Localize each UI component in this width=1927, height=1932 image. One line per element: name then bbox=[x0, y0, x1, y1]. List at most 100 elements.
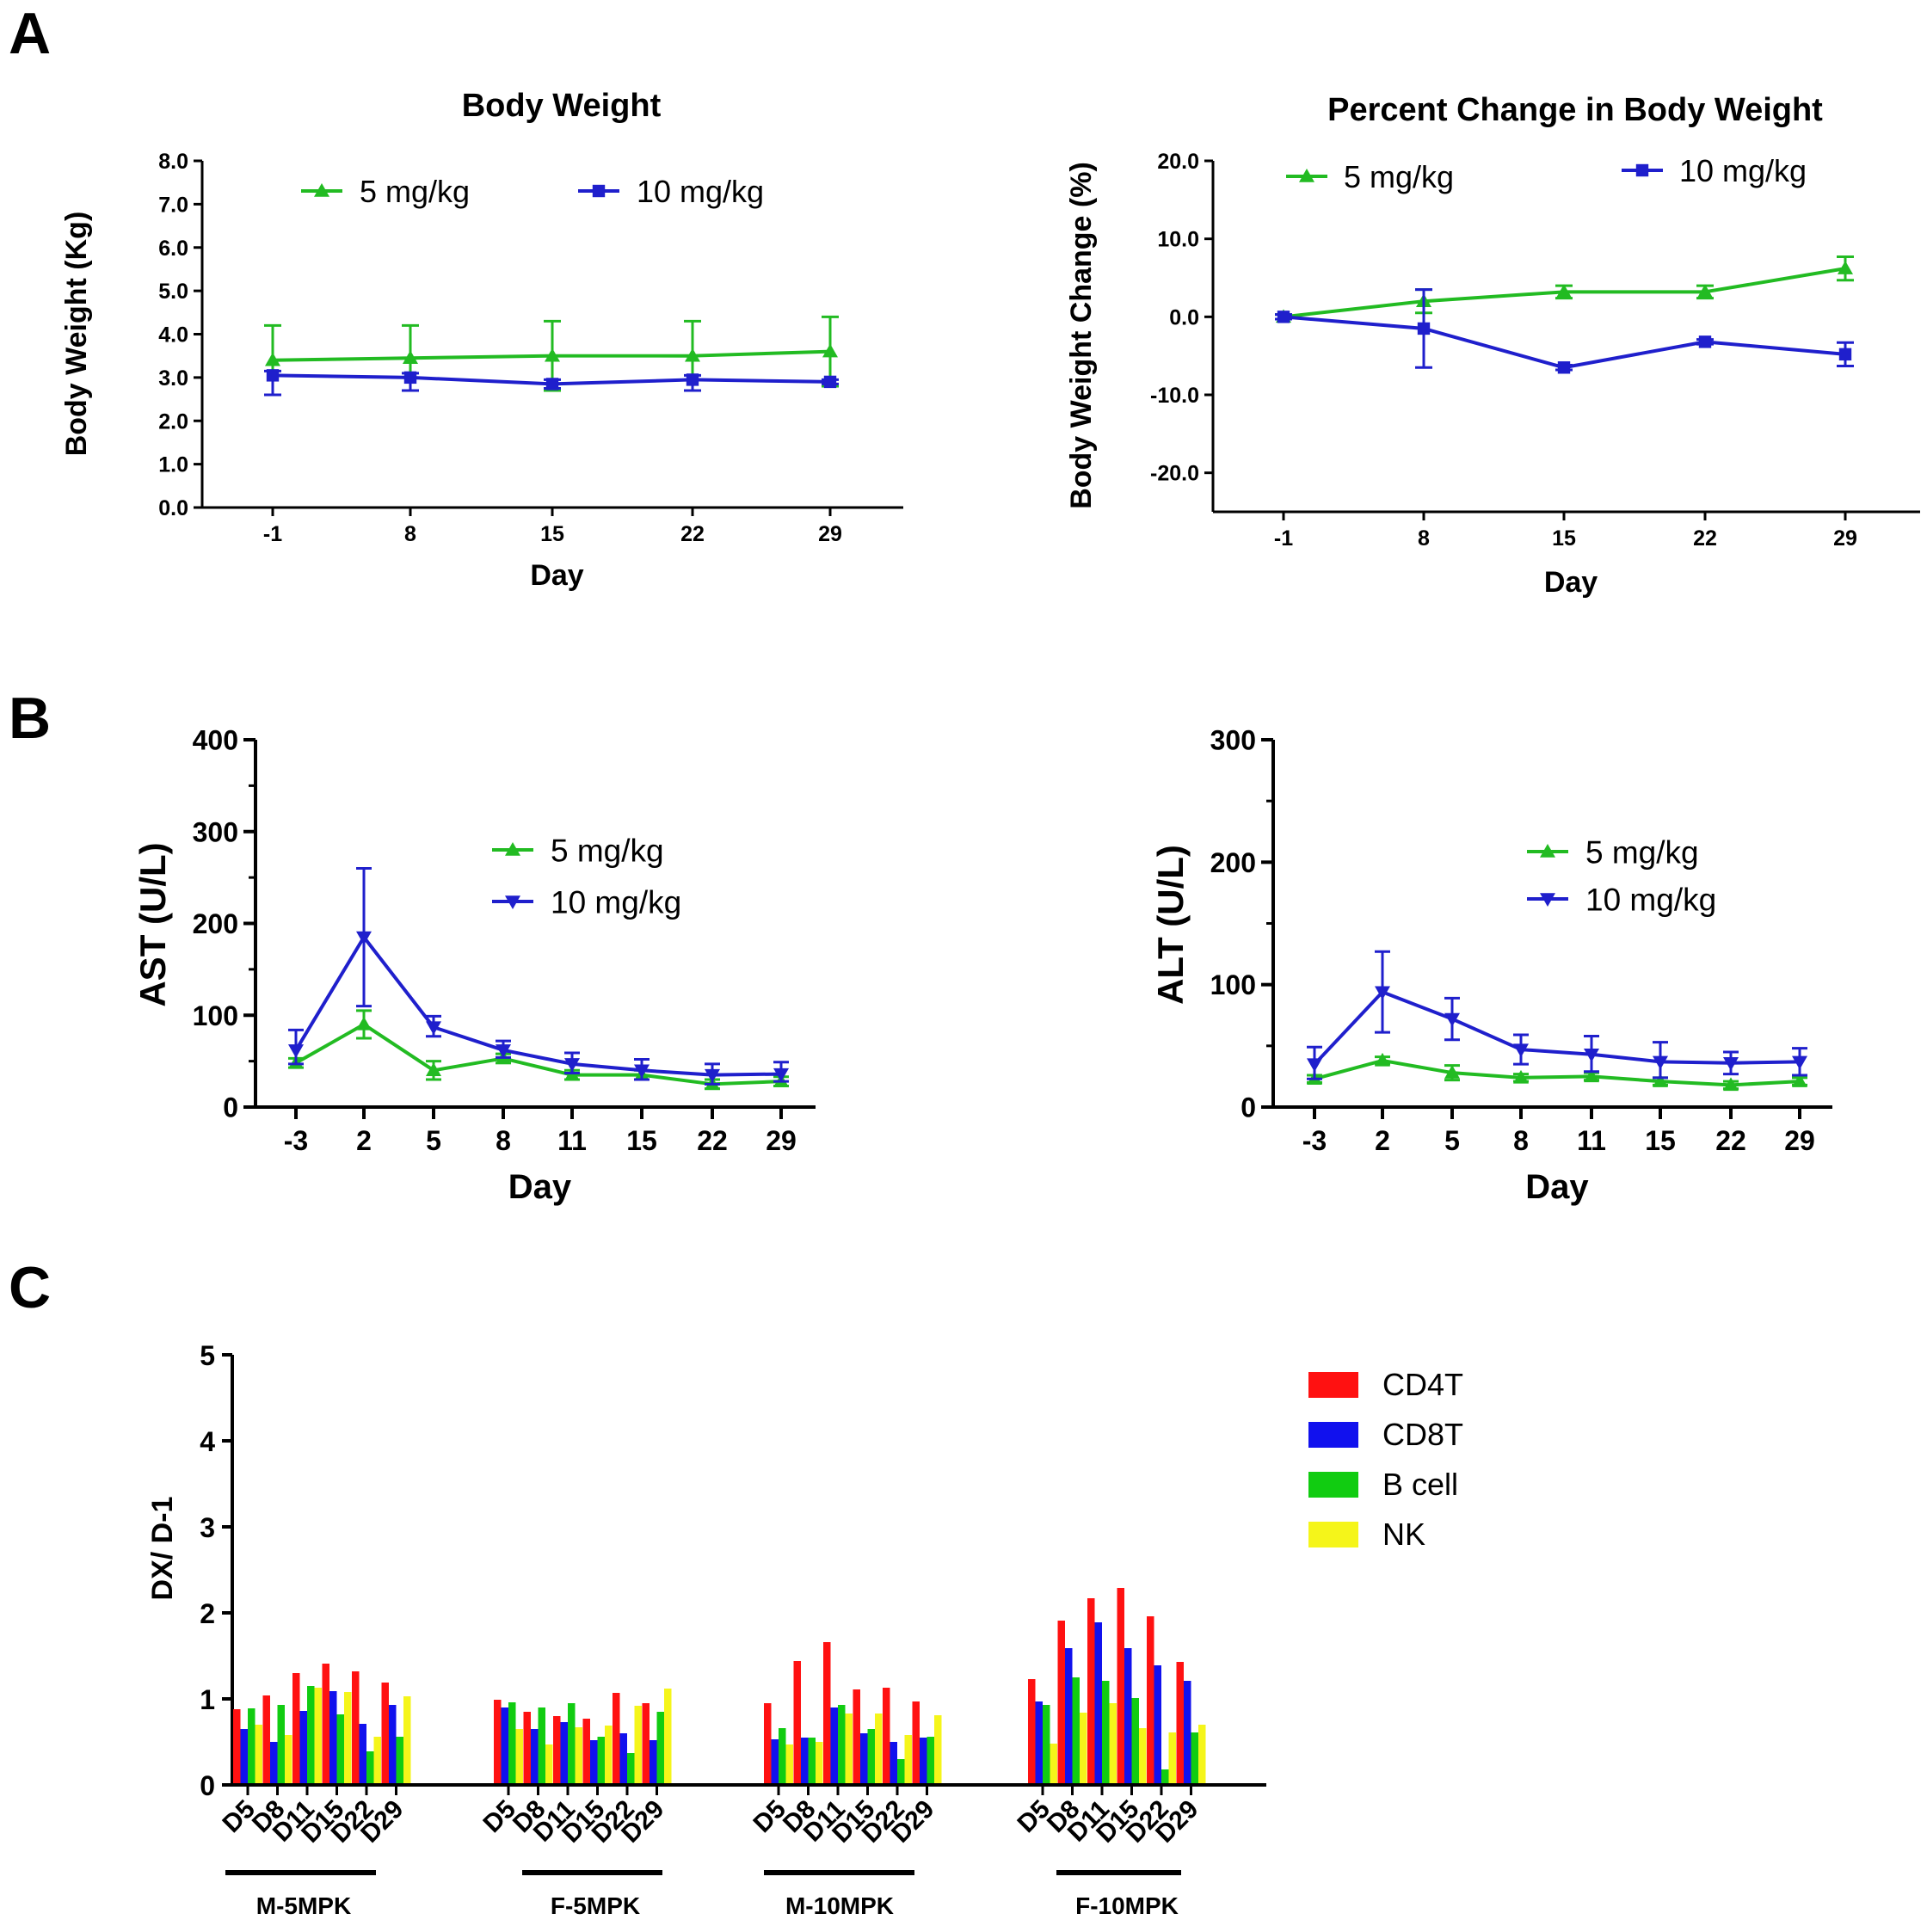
data-point bbox=[1444, 1065, 1460, 1079]
legend-marker bbox=[592, 184, 606, 198]
y-tick-label: -20.0 bbox=[1150, 462, 1199, 486]
bar-nk bbox=[545, 1744, 553, 1785]
bar-b-cell bbox=[927, 1737, 934, 1785]
series-line-5-mg-kg bbox=[1314, 1058, 1801, 1087]
data-point bbox=[356, 1016, 372, 1031]
bar-nk bbox=[344, 1692, 352, 1785]
data-point bbox=[1697, 284, 1713, 298]
legend-label: CD8T bbox=[1382, 1417, 1463, 1452]
data-point bbox=[265, 352, 280, 366]
legend-marker bbox=[1540, 893, 1555, 907]
bar-cd8t bbox=[890, 1742, 897, 1785]
legend-swatch bbox=[1308, 1472, 1358, 1498]
data-point bbox=[1444, 1012, 1460, 1027]
data-point bbox=[1838, 348, 1852, 361]
data-point bbox=[686, 373, 699, 386]
y-tick-label: 2 bbox=[200, 1598, 215, 1629]
y-tick-label: 3 bbox=[200, 1512, 215, 1543]
y-tick-label: 7.0 bbox=[158, 193, 188, 217]
x-tick-label: 8 bbox=[1513, 1125, 1529, 1156]
bar-cd4t bbox=[793, 1661, 801, 1785]
y-tick-label: 0 bbox=[223, 1092, 238, 1123]
bar-cd8t bbox=[830, 1707, 838, 1785]
bar-nk bbox=[1050, 1744, 1057, 1785]
legend-marker bbox=[505, 842, 520, 856]
legend-marker bbox=[505, 895, 520, 909]
bar-cd4t bbox=[262, 1695, 270, 1785]
y-tick-label: 300 bbox=[193, 816, 238, 847]
bar-b-cell bbox=[1161, 1769, 1169, 1785]
y-tick-label: 20.0 bbox=[1157, 150, 1199, 174]
bar-cd4t bbox=[1087, 1598, 1095, 1785]
y-tick-label: 2.0 bbox=[158, 409, 188, 434]
data-point bbox=[1556, 284, 1572, 298]
x-tick-label: -3 bbox=[1302, 1125, 1327, 1156]
data-point bbox=[1723, 1057, 1739, 1071]
y-tick-label: 6.0 bbox=[158, 237, 188, 261]
data-point bbox=[1584, 1049, 1599, 1062]
legend-swatch bbox=[1308, 1522, 1358, 1547]
legend-swatch bbox=[1308, 1422, 1358, 1448]
bar-cd4t bbox=[322, 1664, 329, 1785]
bar-cd4t bbox=[292, 1673, 300, 1785]
x-tick-label: -3 bbox=[284, 1125, 308, 1156]
panel-label-b: B bbox=[9, 686, 51, 751]
x-tick-label: 15 bbox=[1552, 526, 1576, 551]
legend-marker bbox=[1299, 169, 1314, 182]
x-axis-label: Day bbox=[508, 1168, 572, 1206]
legend-label: 5 mg/kg bbox=[551, 833, 664, 868]
bar-b-cell bbox=[508, 1702, 516, 1785]
x-tick-label: 8 bbox=[404, 522, 416, 546]
bar-cd8t bbox=[1035, 1701, 1043, 1785]
y-axis-label: DX/ D-1 bbox=[146, 1497, 179, 1601]
group-label: M-5MPK bbox=[256, 1892, 351, 1919]
data-point bbox=[1375, 986, 1390, 1000]
legend-label: 10 mg/kg bbox=[551, 884, 681, 920]
data-point bbox=[1792, 1074, 1807, 1087]
legend-label: 5 mg/kg bbox=[1344, 159, 1454, 194]
panel-label-c: C bbox=[9, 1255, 51, 1320]
bar-cd8t bbox=[619, 1733, 627, 1785]
y-tick-label: 5 bbox=[200, 1340, 215, 1371]
bar-cd4t bbox=[883, 1688, 890, 1785]
y-axis-label: ALT (U/L) bbox=[1150, 845, 1191, 1005]
bar-cd8t bbox=[590, 1740, 598, 1785]
y-tick-label: 100 bbox=[193, 1000, 238, 1031]
bar-nk bbox=[845, 1714, 853, 1785]
legend-label: 5 mg/kg bbox=[1585, 834, 1699, 870]
bar-nk bbox=[373, 1737, 381, 1785]
x-tick-label: 8 bbox=[496, 1125, 511, 1156]
bar-b-cell bbox=[366, 1751, 374, 1785]
bar-cd8t bbox=[359, 1724, 366, 1785]
bar-b-cell bbox=[656, 1712, 664, 1785]
x-tick-label: 22 bbox=[1693, 526, 1717, 551]
data-point bbox=[403, 350, 418, 364]
x-tick-label: 15 bbox=[626, 1125, 657, 1156]
bar-cd8t bbox=[920, 1738, 927, 1785]
ast-chart: 0 100 200 300 400 -3 2 5 8 11 15 22 29 Day AST (U/L) 5 … bbox=[132, 725, 816, 1206]
data-point bbox=[1277, 311, 1290, 323]
bar-nk bbox=[634, 1706, 642, 1785]
y-tick-label: 1 bbox=[200, 1684, 215, 1715]
y-tick-label: 0.0 bbox=[1169, 305, 1199, 329]
y-axis-label: Body Weight (Kg) bbox=[60, 212, 93, 457]
bar-nk bbox=[816, 1742, 823, 1785]
bar-nk bbox=[403, 1696, 411, 1785]
bar-cd4t bbox=[523, 1712, 531, 1785]
y-tick-label: 4 bbox=[200, 1426, 215, 1457]
bar-cd4t bbox=[642, 1703, 650, 1785]
y-tick-label: 1.0 bbox=[158, 453, 188, 477]
bar-nk bbox=[1198, 1725, 1206, 1785]
bar-b-cell bbox=[627, 1753, 635, 1785]
x-tick-label: 29 bbox=[1833, 526, 1857, 551]
data-point bbox=[545, 348, 560, 362]
y-tick-label: 3.0 bbox=[158, 366, 188, 391]
bar-cd4t bbox=[1147, 1616, 1154, 1785]
data-point bbox=[1653, 1074, 1668, 1087]
data-point bbox=[403, 371, 417, 385]
bar-cd8t bbox=[1065, 1648, 1073, 1785]
bar-nk bbox=[664, 1689, 672, 1785]
bar-b-cell bbox=[1131, 1698, 1139, 1785]
bar-nk bbox=[314, 1688, 322, 1785]
